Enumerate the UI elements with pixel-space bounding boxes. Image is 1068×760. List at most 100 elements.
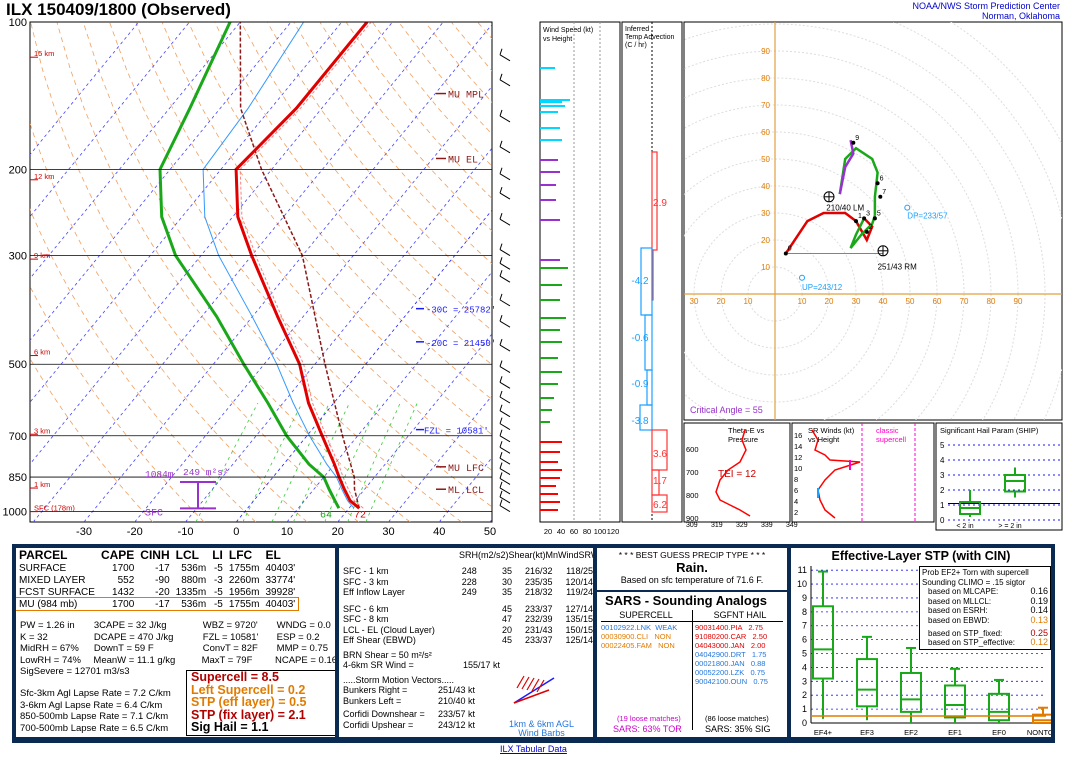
wetbulb-profile [202, 22, 355, 509]
kin-srh: 249 [461, 587, 477, 597]
ship-y-label: 5 [940, 441, 945, 450]
parcel-header: CINH [140, 548, 170, 562]
parcel-cell: 536m [181, 598, 207, 610]
sr-title-line: SR Winds (kt) [808, 426, 855, 435]
tabular-data-link[interactable]: ILX Tabular Data [500, 744, 567, 754]
wind-barb-flag [499, 441, 503, 448]
corfidi-up: Corfidi Upshear = 243/12 kt [343, 719, 476, 730]
composite-index: Supercell = 8.5 [191, 670, 279, 684]
hodo-3-6km [849, 215, 877, 249]
index-row: LowRH = 74% MeanW = 11.1 g/kg MaxT = 79F NC… [20, 655, 335, 667]
up-label: UP=243/12 [802, 283, 843, 292]
wind-barb-flag [499, 257, 503, 264]
spc-line-1[interactable]: NOAA/NWS Storm Prediction Center [912, 1, 1060, 11]
parcel-cell: 1335m [175, 586, 207, 598]
ship-title: Significant Hail Param (SHIP) [940, 426, 1039, 435]
composite-box: Supercell = 8.5 Left Supercell = 0.2 STP (… [186, 670, 335, 736]
wind-barb-flag [499, 109, 503, 117]
index-cell: DownT = 59 F [93, 643, 154, 654]
parcel-cell: -17 [155, 598, 170, 610]
composite-index: STP (fix layer) = 2.1 [191, 707, 306, 722]
wind-barb [499, 262, 511, 270]
hodo-ring-label-y: 10 [761, 263, 770, 272]
wind-barb [499, 366, 511, 374]
barb-1km [513, 677, 555, 704]
stp-title: Effective-Layer STP (with CIN) [831, 549, 1011, 563]
adv-value: -0.6 [631, 333, 649, 344]
theta-x-label: 349 [786, 522, 798, 529]
hodo-ring-label-y: 80 [761, 74, 770, 83]
dry-adiabat [30, 208, 256, 522]
sars-loose-1: (19 loose matches) [617, 714, 681, 723]
barbs-caption: 1km & 6km AGL Wind Barbs [509, 719, 575, 738]
index-cell: MMP = 0.75 [276, 643, 328, 654]
spc-credit[interactable]: NOAA/NWS Storm Prediction Center Norman,… [912, 1, 1060, 21]
hodo-0-3km [784, 211, 874, 255]
kinematics-table: SRH(m2/s2)Shear(kt)MnWindSRW SFC - 1 km 24… [339, 550, 593, 730]
stp-y-label: 6 [802, 635, 807, 645]
hodo-point-label: 2 [869, 224, 873, 231]
sars-supercell-match: 00102922.LNK WEAK [601, 623, 678, 632]
temp-axis-label: 10 [281, 526, 293, 538]
sars-sig: SARS: 35% SIG [705, 724, 771, 734]
sars-supercell-head: SUPERCELL [619, 610, 673, 620]
theta-y-label: 900 [686, 514, 699, 523]
pressure-label: 200 [9, 164, 27, 176]
brn-shear: BRN Shear = 50 m²/s² [343, 649, 432, 660]
wind-barb-flag [499, 429, 503, 436]
parcel-row: SURFACE 1700 -17 536m -5 1755m 40403' [16, 562, 298, 574]
kin-label: Eff Shear (EBWD) [343, 635, 416, 645]
hodo-ring-label-y: 70 [761, 101, 770, 110]
theta-profile [715, 429, 751, 517]
wind-barb [499, 435, 511, 443]
theta-y-label: 600 [686, 445, 699, 454]
composite-index: Left Supercell = 0.2 [191, 682, 306, 697]
wind-barb-flag [499, 462, 503, 469]
parcel-header: LI [212, 548, 223, 562]
dry-adiabat [109, 22, 492, 508]
hodo-ring-label-x: 30 [852, 297, 861, 306]
wind-barb [499, 320, 511, 328]
stp-x-label: NONTOR [1027, 728, 1051, 737]
adv-box [651, 151, 658, 251]
stp-prob-box: Prob EF2+ Torn with supercell Sounding CL… [919, 566, 1051, 650]
adv-value: 1.7 [653, 476, 667, 487]
parcel-cell: MU (984 mb) [19, 598, 78, 610]
hodo-ring-label-x: 10 [798, 297, 807, 306]
kin-mnwind: 231/43 [525, 624, 553, 635]
stp-box [856, 658, 878, 708]
sr-classic-line: supercell [876, 435, 906, 444]
parcel-cell: 40403' [265, 598, 296, 610]
hodo-point [878, 194, 883, 199]
theta-x-label: 319 [711, 522, 723, 529]
index-cell: ConvT = 82F [202, 643, 258, 654]
stp-prob-row: based on MLLCL: 0.19 [928, 595, 1048, 606]
hodo-point-label: 7 [882, 189, 886, 196]
kin-row: SFC - 3 km 228 30 235/35 120/14 [339, 577, 593, 588]
adv-box [639, 404, 653, 431]
parcel-cell: -5 [213, 562, 223, 574]
hodo-ring-label-x: 80 [987, 297, 996, 306]
dry-adiabat [161, 22, 492, 436]
theta-frame [683, 422, 791, 523]
corfidi-down: Corfidi Downshear = 233/57 kt [343, 709, 476, 719]
temp-axis-label: 0 [233, 526, 239, 538]
theta-y-label: 800 [686, 491, 699, 500]
dry-adiabat [319, 22, 492, 232]
dry-adiabat [135, 22, 492, 471]
sars-supercell-match: 00030900.CLI NON [601, 632, 672, 641]
sr-wind-row: 4-6km SR Wind = 155/17 kt [343, 660, 501, 670]
parcel-cell: 1700 [112, 598, 135, 610]
wind-barb-flag [499, 452, 503, 459]
mu-lfc-label: MU LFC [448, 464, 484, 475]
hodo-point [783, 251, 788, 256]
hodo-ring-label-neg: 30 [690, 297, 699, 306]
fzl-label: FZL = 10581' [424, 427, 489, 437]
parcel-cell: MIXED LAYER [19, 574, 86, 586]
adv-box [651, 494, 668, 513]
stp-y-label: 3 [802, 676, 807, 686]
tei-label: TEI = 12 [718, 469, 757, 480]
sr-profile [811, 429, 861, 519]
dry-adiabat [214, 22, 492, 366]
